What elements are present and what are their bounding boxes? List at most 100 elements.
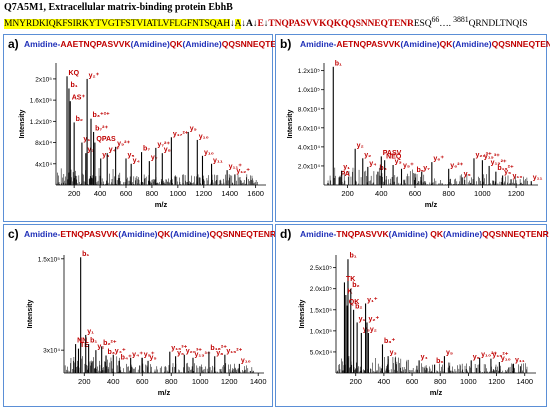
y-tick-label: 1.2x10⁵ xyxy=(298,68,321,75)
peptide-segment: (Amidine) xyxy=(130,39,170,49)
x-tick-label: 600 xyxy=(136,377,149,386)
y-tick-label: 2.0x10⁵ xyxy=(310,286,333,293)
peak-label: y₆⁺ xyxy=(433,156,444,163)
peak-label: y₂ xyxy=(97,344,104,351)
x-tick-label: 800 xyxy=(434,377,447,386)
peak-label: y₉ xyxy=(190,125,197,132)
peak-label: KQ xyxy=(69,70,80,77)
peak-label: b₂²⁺ xyxy=(103,340,117,347)
peak-label: TK xyxy=(346,276,355,283)
peptide-segment: (Amidine) xyxy=(170,229,210,239)
y-tick-label: 1.6x10⁵ xyxy=(30,98,53,105)
panel-a: a) Amidine-AAETNQPASVVK(Amidine)QK(Amidin… xyxy=(3,34,288,222)
peak-label: y₁₁ xyxy=(213,157,223,164)
y-tick-label: 2.0x10⁴ xyxy=(298,163,321,170)
peak-label: y₉²⁺ xyxy=(117,140,130,147)
cleavage-arrow-3: ↓ xyxy=(252,19,258,30)
peak-label: QPAS xyxy=(96,136,116,143)
peak-label: y₁ xyxy=(343,164,350,171)
peptide-segment: AAETNQPASVVK xyxy=(60,39,131,49)
peak-label: b₂ xyxy=(76,116,83,123)
panel-b: b) Amidine-AETNQPASVVK(Amidine)QK(Amidine… xyxy=(275,34,550,222)
peak-label: b₁ xyxy=(349,253,356,260)
panel-c: c) Amidine-ETNQPASVVK(Amidine)QK(Amidine)… xyxy=(3,224,276,407)
x-tick-label: 1400 xyxy=(221,189,238,198)
x-tick-label: 800 xyxy=(146,189,159,198)
peak-label: y₁ xyxy=(87,328,94,335)
peak-label: y₁₀ xyxy=(501,356,511,363)
sequence-end: QRNDLTNQIS xyxy=(468,19,528,30)
peptide-segment: QK xyxy=(169,39,183,49)
x-tick-label: 600 xyxy=(120,189,133,198)
peptide-sequence: Amidine-AETNQPASVVK(Amidine)QK(Amidine)Q… xyxy=(300,39,550,49)
peak-label: y₂₀³⁺ xyxy=(475,152,491,159)
peak-label: y₂ xyxy=(370,326,377,333)
peak-label: y₅ xyxy=(128,152,135,159)
peptide-sequence: Amidine-TNQPASVVK(Amidine) QK(Amidine)QQ… xyxy=(300,229,549,239)
peptide-segment: AETNQPASVVK xyxy=(336,39,401,49)
peak-label: y₈ xyxy=(216,350,223,357)
peak-label: y₄ xyxy=(369,160,376,167)
peak-label: y₉ xyxy=(473,354,480,361)
y-axis-label: Intensity xyxy=(299,300,306,329)
peak-label: b₄⁺ xyxy=(121,354,133,361)
x-tick-label: 1600 xyxy=(247,189,264,198)
peak-label: y₃ xyxy=(390,350,397,357)
peak-label: y₁₆³⁺ xyxy=(171,345,187,352)
y-tick-label: 6.0x10⁴ xyxy=(298,125,321,132)
peptide-segment: Amidine- xyxy=(24,39,61,49)
peptide-segment: (Amidine) xyxy=(400,39,440,49)
peak-label: b₁ xyxy=(335,60,342,67)
peptide-segment: QK xyxy=(439,39,453,49)
peak-label: y₁₀ xyxy=(204,149,214,156)
panel-label: a) xyxy=(8,37,19,51)
peak-label: y₁₉²⁺ xyxy=(491,159,507,166)
cleavage-arrow-2: ↓A xyxy=(241,19,253,30)
y-tick-label: 2x10⁵ xyxy=(35,76,52,83)
panel-label: b) xyxy=(280,37,292,51)
peptide-segment: (Amidine) xyxy=(442,229,483,239)
y-tick-label: 1.0x10⁵ xyxy=(310,328,333,335)
peptide-segment: Amidine- xyxy=(300,229,337,239)
peak-label: y₇ xyxy=(151,155,158,162)
y-tick-label: 8x10⁴ xyxy=(35,140,52,147)
peptide-segment: QK xyxy=(157,229,171,239)
peptide-segment: (Amidine) xyxy=(182,39,222,49)
sequence-ellipsis: …. xyxy=(439,19,454,30)
peak-label: y₅⁺ xyxy=(403,162,414,169)
peak-label: AS⁺ xyxy=(72,95,86,102)
y-tick-label: 4x10⁴ xyxy=(35,161,52,168)
peak-label: y₇²⁺ xyxy=(157,141,170,148)
peak-label: b₃⁺²⁺ xyxy=(93,112,111,119)
peak-label: K xyxy=(347,289,352,296)
peak-label: y₁ xyxy=(359,316,366,323)
noise-peaks xyxy=(64,356,256,373)
peptide-segment: QQSNNEQTENR xyxy=(221,39,289,49)
x-tick-label: 200 xyxy=(68,189,81,198)
peak-label: NEQ xyxy=(386,154,402,161)
peak-label: PASV xyxy=(383,150,402,157)
peak-label: QK xyxy=(349,299,360,306)
peptide-sequence: Amidine-ETNQPASVVK(Amidine)QK(Amidine)QQ… xyxy=(24,229,276,239)
x-axis-label: m/z xyxy=(430,388,443,397)
x-axis-label: m/z xyxy=(155,200,168,209)
peak-label: b₆ xyxy=(436,358,443,365)
x-tick-label: 1200 xyxy=(221,377,238,386)
x-tick-label: 800 xyxy=(165,377,178,386)
peak-label: y₁₇²⁺ xyxy=(173,131,189,138)
peak-label: y₃ xyxy=(395,158,402,165)
x-tick-label: 1000 xyxy=(170,189,187,198)
protein-sequence: MNYRDKIQKFSIRKYTVGTFSTVIATLVFLGFNTSQAH↓A… xyxy=(4,15,528,30)
peptide-segment: (Amidine) xyxy=(452,39,492,49)
peptide-segment: ETNQPASVVK xyxy=(60,229,119,239)
x-tick-label: 200 xyxy=(349,377,362,386)
peak-label: y₈ xyxy=(164,147,171,154)
peak-label: y₉ xyxy=(464,171,471,178)
sequence-tail: ESQ xyxy=(413,19,432,30)
y-tick-label: 2.5x10⁵ xyxy=(310,265,333,272)
peptide-segment: QK xyxy=(430,229,443,239)
peak-label: y₄ xyxy=(421,354,428,361)
peak-label: y₁₀ xyxy=(199,133,209,140)
